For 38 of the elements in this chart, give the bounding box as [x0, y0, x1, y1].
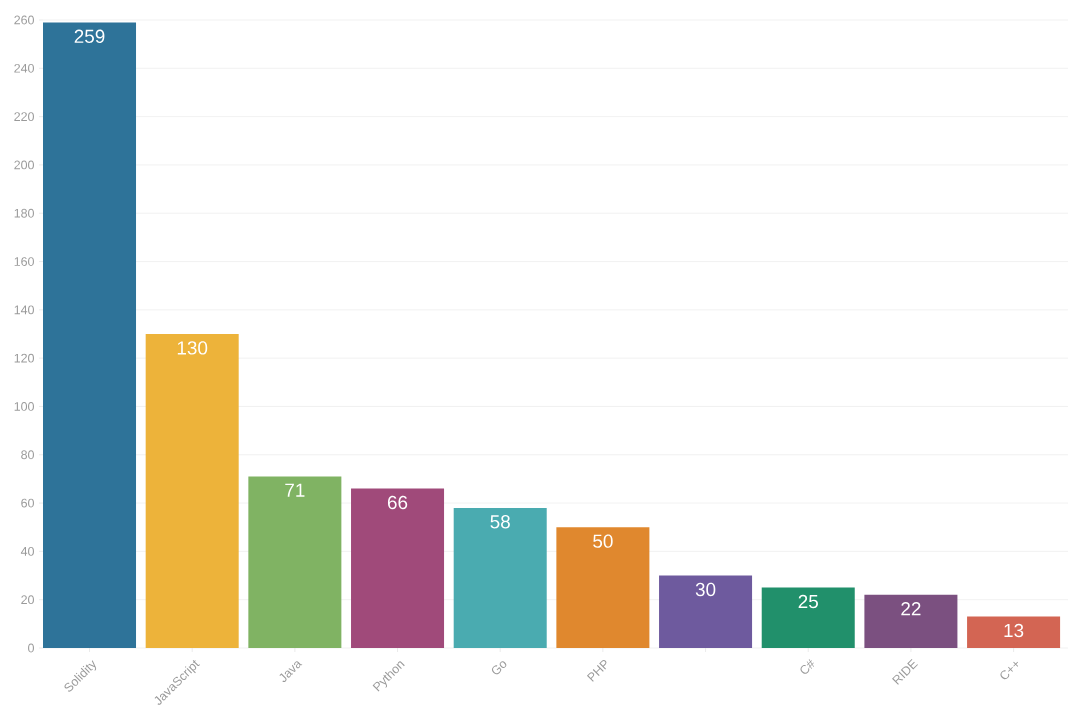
data-label: 25 — [798, 594, 818, 609]
y-tick-label: 240 — [14, 63, 34, 73]
bar — [145, 334, 239, 648]
y-tick-label: 40 — [20, 546, 34, 556]
y-tick-label: 220 — [14, 112, 34, 122]
x-tick-label: C# — [800, 659, 814, 674]
data-label: 66 — [387, 495, 408, 510]
data-label: 130 — [177, 341, 208, 355]
data-label: 259 — [74, 29, 105, 44]
y-tick-label: 140 — [14, 305, 34, 315]
data-label: 71 — [285, 483, 305, 497]
y-tick-label: 200 — [14, 160, 34, 170]
y-tick-label: 60 — [21, 498, 34, 508]
y-tick-label: 260 — [14, 15, 34, 25]
bar — [248, 476, 342, 648]
bar — [351, 488, 445, 648]
x-tick-label: Go — [491, 661, 507, 675]
y-tick-label: 100 — [14, 402, 34, 411]
bar — [659, 575, 753, 648]
x-tick-label: Java — [279, 661, 303, 683]
bar — [556, 527, 650, 648]
y-tick-label: 160 — [14, 257, 34, 266]
y-tick-label: 180 — [14, 208, 34, 218]
bar — [967, 616, 1061, 648]
data-label: 50 — [593, 534, 613, 548]
data-label: 22 — [901, 602, 921, 616]
y-tick-label: 80 — [21, 450, 34, 460]
data-label: 58 — [490, 515, 510, 529]
x-tick-label: C++ — [1000, 661, 1019, 680]
bar — [761, 587, 855, 648]
bar — [43, 22, 137, 648]
bar — [453, 507, 547, 648]
y-tick-label: 20 — [21, 595, 34, 605]
y-tick-label: 0 — [28, 643, 34, 653]
bar — [864, 594, 958, 648]
data-label: 30 — [695, 582, 716, 597]
y-tick-label: 120 — [14, 353, 34, 363]
data-label: 13 — [1004, 623, 1024, 638]
